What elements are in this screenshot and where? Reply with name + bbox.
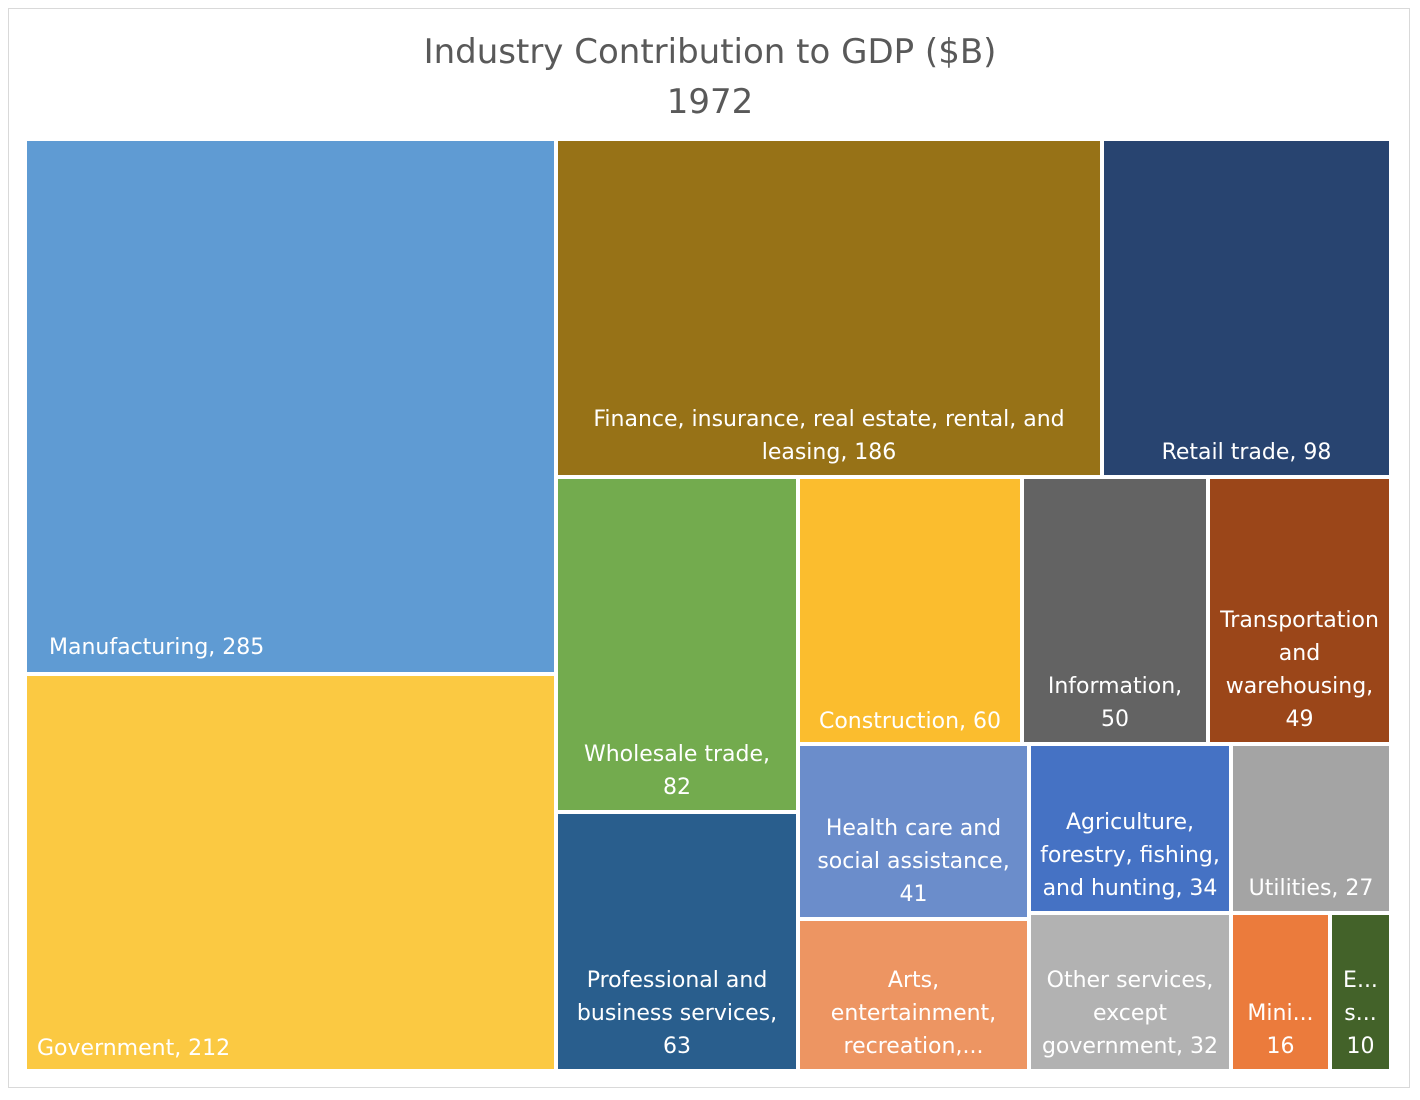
- treemap-tile-label: Agriculture, forestry, fishing, and hunt…: [1040, 810, 1220, 901]
- treemap-tile-mining: Mini... 16: [1233, 915, 1328, 1069]
- treemap-tile-label: Utilities, 27: [1248, 876, 1374, 901]
- treemap-tile-educational-services: E... s... 10: [1332, 915, 1389, 1069]
- treemap-tile-label: Construction, 60: [818, 709, 1002, 734]
- treemap-tile-retail-trade: Retail trade, 98: [1104, 141, 1389, 475]
- treemap-tile-government: Government, 212: [27, 676, 554, 1069]
- treemap-tile-health-care-and-social-assistance: Health care and social assistance, 41: [800, 746, 1027, 917]
- treemap-tile-label: Retail trade, 98: [1161, 440, 1332, 465]
- chart-subtitle: 1972: [666, 82, 754, 122]
- treemap-tile-wholesale-trade: Wholesale trade, 82: [558, 479, 796, 810]
- treemap-tile-label: Professional and business services, 63: [576, 968, 778, 1059]
- treemap-tile-label: Other services, except government, 32: [1041, 968, 1219, 1059]
- chart-title: Industry Contribution to GDP ($B): [423, 32, 997, 72]
- treemap-tile-utilities: Utilities, 27: [1233, 746, 1389, 911]
- treemap-tile-label: Arts, entertainment, recreation,...: [830, 968, 997, 1059]
- treemap-tile-label: Mini... 16: [1247, 1001, 1314, 1059]
- treemap-tile-label: E... s... 10: [1343, 968, 1378, 1059]
- treemap-tile-label: Wholesale trade, 82: [583, 742, 771, 800]
- treemap-tile-arts-entertainment-recreation: Arts, entertainment, recreation,...: [800, 921, 1027, 1069]
- treemap-tile-label: Manufacturing, 285: [49, 635, 265, 660]
- treemap-tile-agriculture-forestry-fishing-and-hunting: Agriculture, forestry, fishing, and hunt…: [1031, 746, 1229, 911]
- treemap-tile-finance-insurance-real-estate-rental-and-leasing: Finance, insurance, real estate, rental,…: [558, 141, 1100, 475]
- treemap-tile-label: Information, 50: [1047, 674, 1183, 732]
- treemap-tile-label: Finance, insurance, real estate, rental,…: [593, 407, 1065, 465]
- treemap-tile-label: Health care and social assistance, 41: [817, 816, 1010, 907]
- treemap-tile-manufacturing: Manufacturing, 285: [27, 141, 554, 672]
- treemap-tile-transportation-and-warehousing: Transportation and warehousing, 49: [1210, 479, 1389, 742]
- treemap-tile-information: Information, 50: [1024, 479, 1206, 742]
- treemap-tile-professional-and-business-services: Professional and business services, 63: [558, 814, 796, 1069]
- treemap-tile-label: Government, 212: [37, 1036, 231, 1061]
- treemap-tile-other-services-except-government: Other services, except government, 32: [1031, 915, 1229, 1069]
- treemap-tile-construction: Construction, 60: [800, 479, 1020, 742]
- treemap-tile-label: Transportation and warehousing, 49: [1220, 608, 1379, 732]
